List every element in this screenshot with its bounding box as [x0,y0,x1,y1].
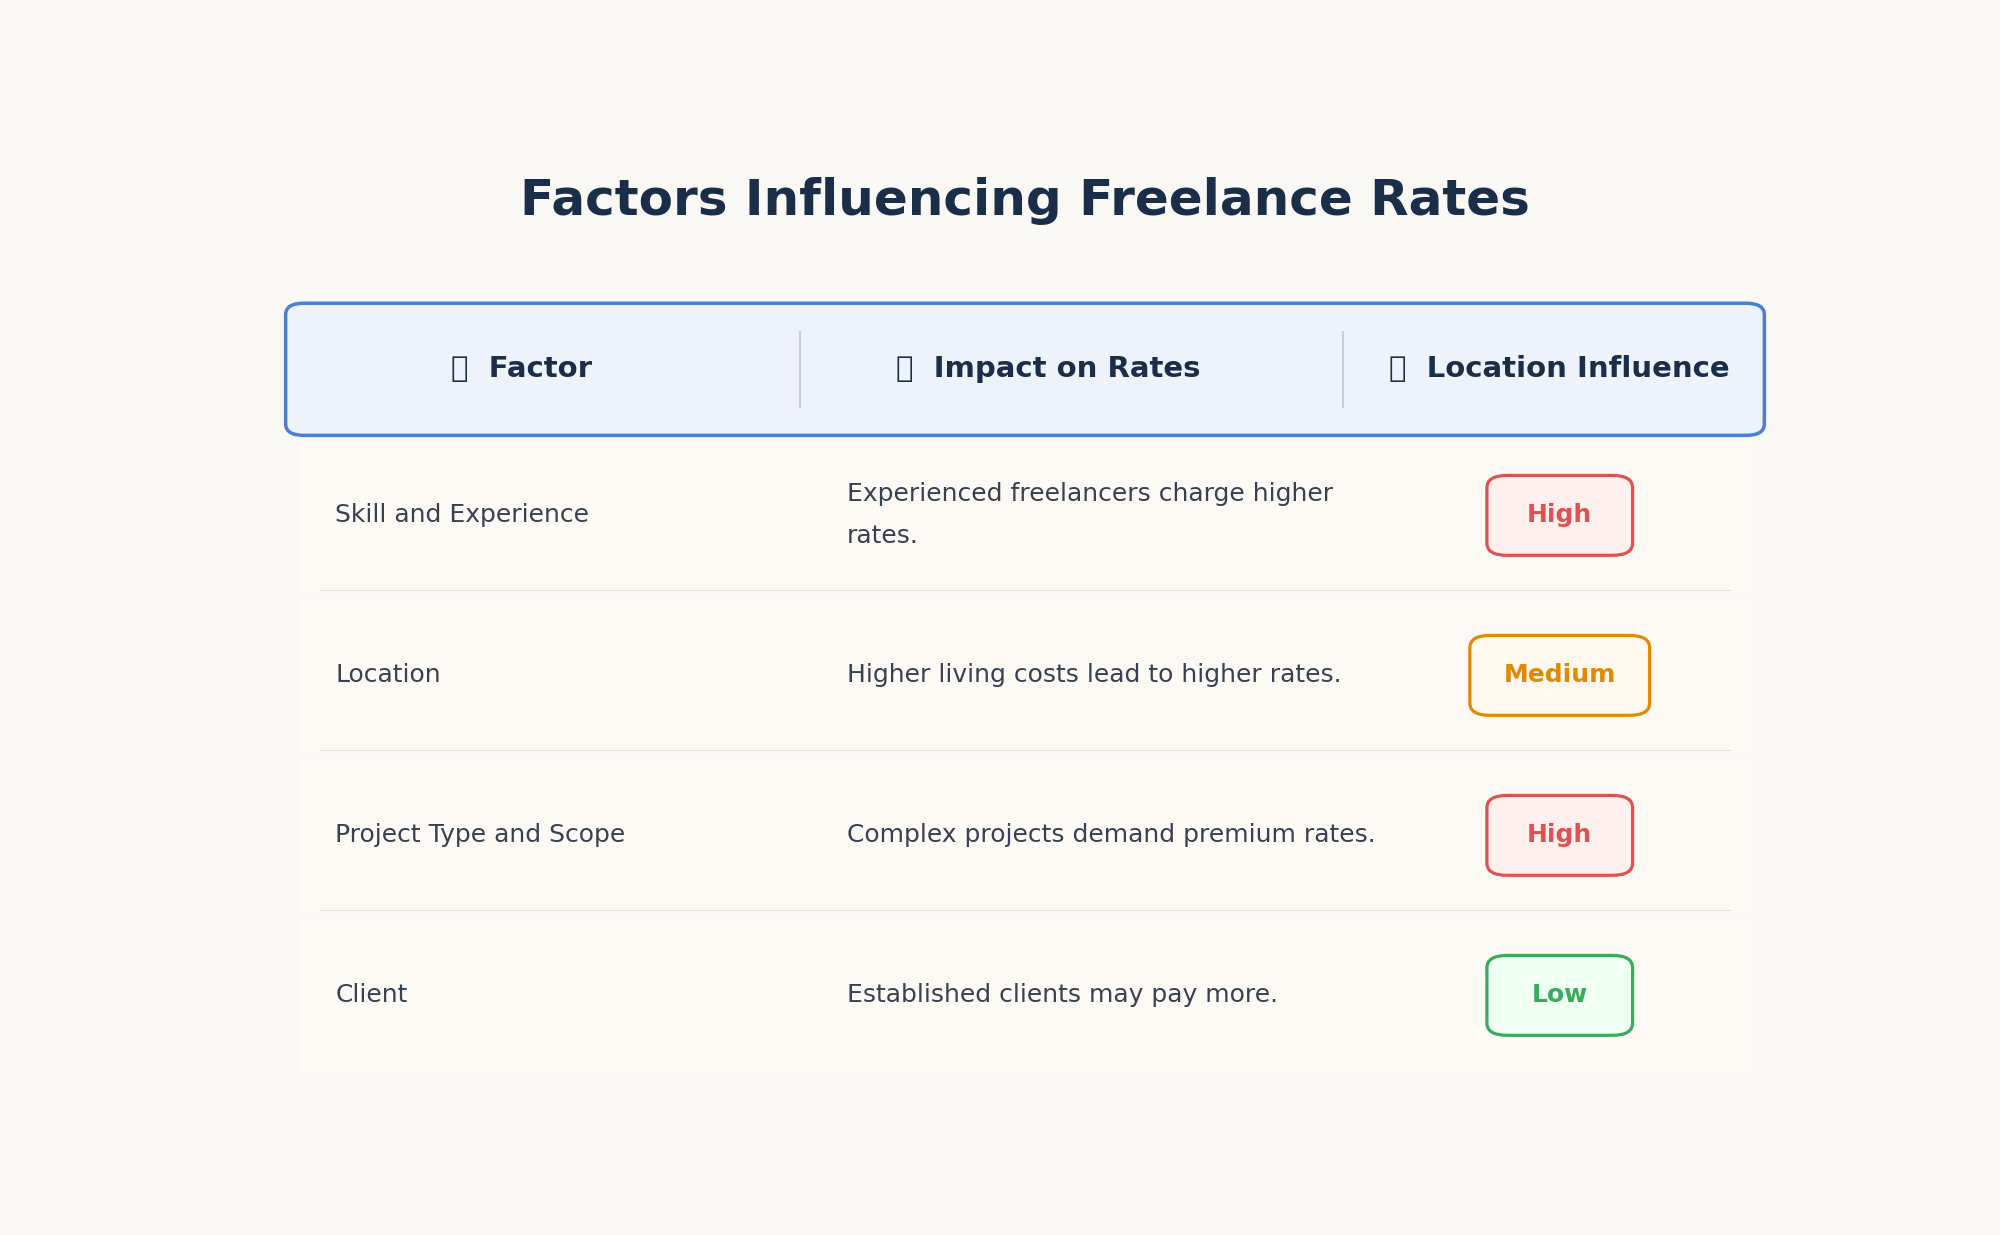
Text: 📈  Impact on Rates: 📈 Impact on Rates [896,356,1200,383]
FancyBboxPatch shape [298,598,1752,753]
Text: rates.: rates. [846,525,918,548]
Text: Experienced freelancers charge higher: Experienced freelancers charge higher [846,483,1332,506]
FancyBboxPatch shape [1486,795,1632,876]
Text: Higher living costs lead to higher rates.: Higher living costs lead to higher rates… [846,663,1342,688]
Text: Project Type and Scope: Project Type and Scope [336,824,626,847]
FancyBboxPatch shape [1486,956,1632,1035]
Text: Client: Client [336,983,408,1008]
Text: Skill and Experience: Skill and Experience [336,504,590,527]
Text: 🔎  Factor: 🔎 Factor [450,356,592,383]
FancyBboxPatch shape [298,757,1752,914]
FancyBboxPatch shape [298,437,1752,594]
Text: Established clients may pay more.: Established clients may pay more. [846,983,1278,1008]
FancyBboxPatch shape [286,304,1764,436]
FancyBboxPatch shape [1470,636,1650,715]
Text: High: High [1528,824,1592,847]
Text: Factors Influencing Freelance Rates: Factors Influencing Freelance Rates [520,177,1530,225]
Text: 🌍  Location Influence: 🌍 Location Influence [1390,356,1730,383]
FancyBboxPatch shape [298,918,1752,1073]
FancyBboxPatch shape [1486,475,1632,556]
Text: Low: Low [1532,983,1588,1008]
Text: High: High [1528,504,1592,527]
Text: Medium: Medium [1504,663,1616,688]
Text: Complex projects demand premium rates.: Complex projects demand premium rates. [846,824,1376,847]
Text: Location: Location [336,663,440,688]
